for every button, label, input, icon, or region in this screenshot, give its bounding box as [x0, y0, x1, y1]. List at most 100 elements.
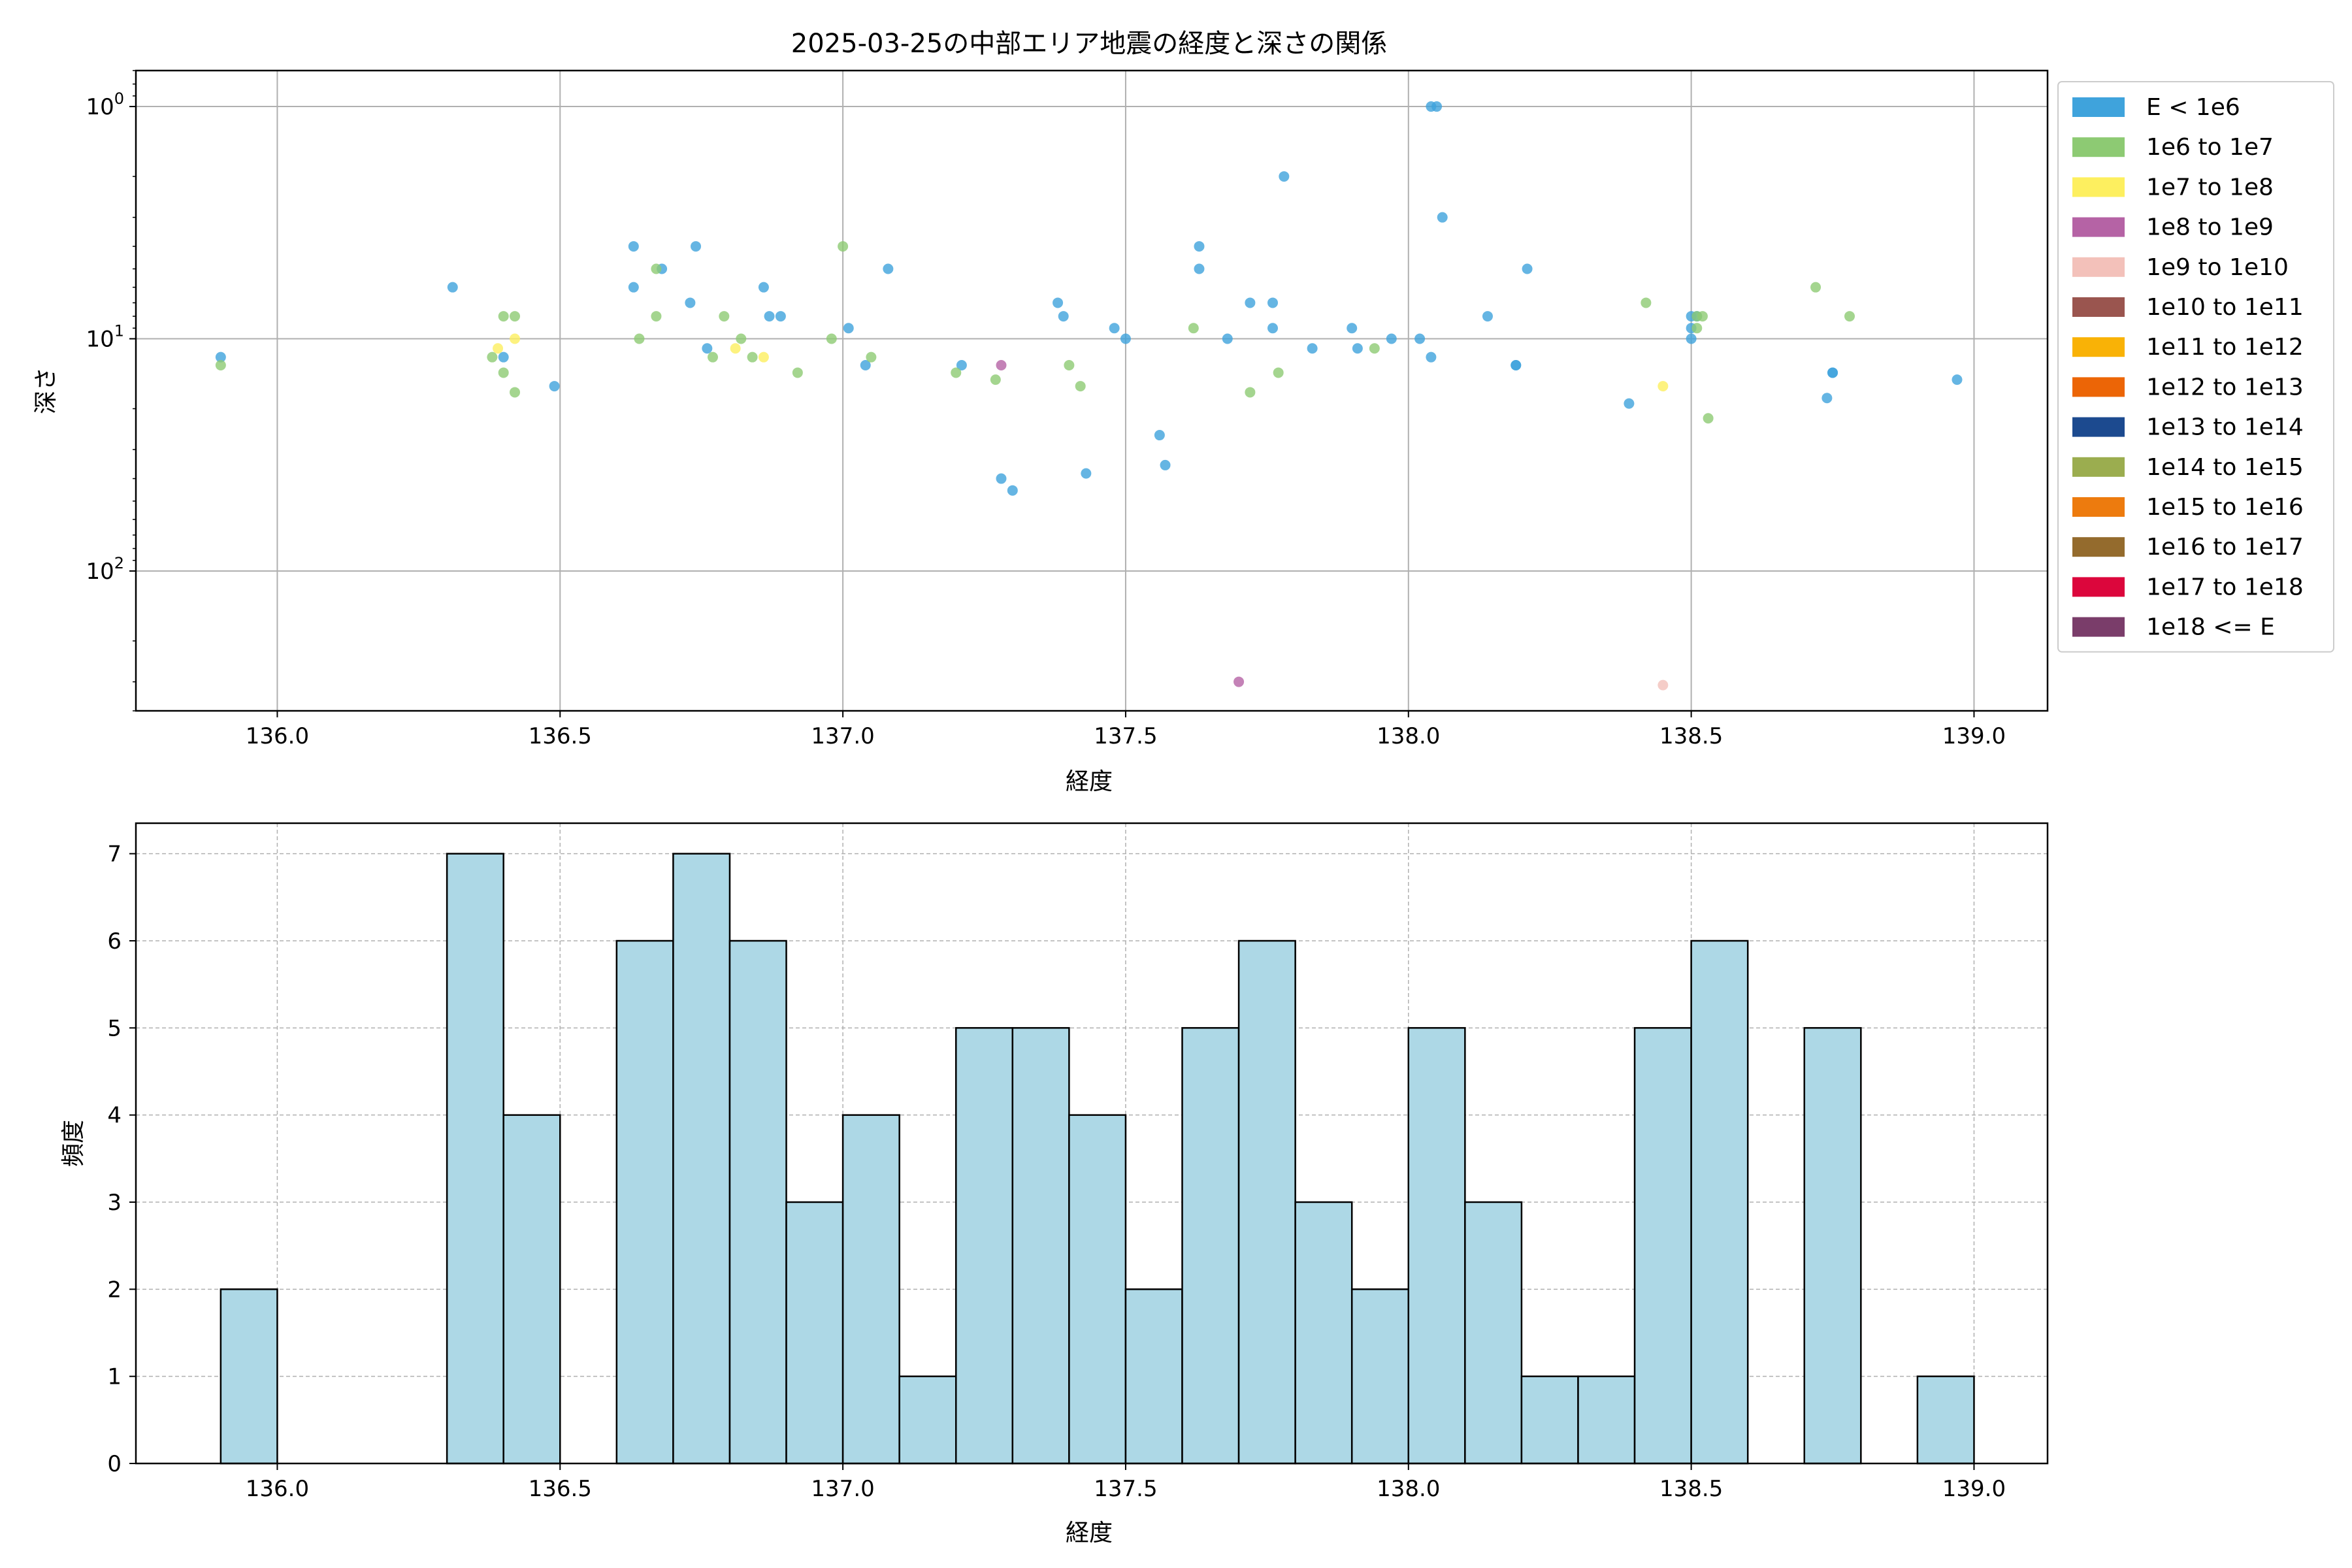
- histogram-x-tick-label: 137.0: [811, 1476, 874, 1502]
- scatter-point: [843, 323, 854, 334]
- histogram-y-tick-label: 3: [107, 1190, 122, 1216]
- scatter-point: [447, 282, 458, 293]
- scatter-point: [1414, 333, 1426, 344]
- scatter-x-tick-label: 137.5: [1094, 723, 1157, 749]
- scatter-x-axis: 136.0 136.5 137.0 137.5 138.0 138.5 139.0: [246, 711, 2006, 749]
- legend-item: 1e8 to 1e9: [2072, 214, 2274, 241]
- scatter-point: [1658, 381, 1669, 392]
- histogram-bar: [1068, 1114, 1127, 1465]
- legend-item: 1e17 to 1e18: [2072, 574, 2304, 600]
- legend-item: 1e6 to 1e7: [2072, 134, 2274, 161]
- scatter-point: [860, 360, 871, 371]
- scatter-point: [702, 343, 713, 354]
- legend-swatch: [2072, 97, 2125, 117]
- histogram-bar: [1520, 1375, 1579, 1465]
- legend-swatch: [2072, 297, 2125, 317]
- scatter-point: [996, 360, 1007, 371]
- scatter-point: [1703, 413, 1714, 424]
- scatter-point: [634, 333, 645, 344]
- scatter-x-tick-label: 136.0: [246, 723, 309, 749]
- scatter-point: [1810, 282, 1821, 293]
- legend-label: 1e7 to 1e8: [2146, 174, 2274, 201]
- scatter-point: [1522, 263, 1533, 274]
- scatter-point: [1058, 311, 1069, 322]
- histogram-bar: [1124, 1288, 1183, 1465]
- histogram-bar: [1237, 939, 1296, 1465]
- scatter-point: [1431, 101, 1443, 112]
- scatter-point: [1511, 360, 1522, 371]
- legend-item: 1e11 to 1e12: [2072, 334, 2304, 361]
- scatter-point: [707, 351, 718, 363]
- scatter-x-tick-label: 139.0: [1942, 723, 2006, 749]
- scatter-point: [510, 311, 521, 322]
- scatter-point: [951, 367, 962, 378]
- scatter-points: [215, 101, 1963, 691]
- histogram-bar: [672, 853, 731, 1465]
- scatter-point: [628, 282, 639, 293]
- histogram-bar: [728, 939, 787, 1465]
- scatter-point: [1691, 323, 1703, 334]
- scatter-point: [1426, 351, 1437, 363]
- legend-label: 1e10 to 1e11: [2146, 294, 2304, 321]
- scatter-point: [1952, 374, 1963, 385]
- scatter-point: [1641, 297, 1652, 308]
- scatter-point: [1245, 297, 1256, 308]
- scatter-point: [758, 282, 769, 293]
- scatter-point: [1273, 367, 1284, 378]
- histogram-x-tick-label: 138.5: [1659, 1476, 1723, 1502]
- legend-label: 1e11 to 1e12: [2146, 334, 2304, 361]
- scatter-x-tick-label: 138.0: [1377, 723, 1440, 749]
- legend-item: 1e12 to 1e13: [2072, 374, 2304, 400]
- legend-item: 1e14 to 1e15: [2072, 454, 2304, 481]
- histogram-bar: [1294, 1201, 1353, 1465]
- legend-label: 1e8 to 1e9: [2146, 214, 2274, 241]
- legend-label: 1e9 to 1e10: [2146, 254, 2289, 281]
- histogram-y-axis: 0 1 2 3 4 5 6 7: [107, 841, 136, 1477]
- scatter-point: [990, 374, 1001, 385]
- scatter-point: [1154, 430, 1165, 441]
- scatter-y-axis: 100 101 102: [86, 90, 136, 585]
- legend-label: 1e6 to 1e7: [2146, 134, 2274, 161]
- legend-swatch: [2072, 457, 2125, 477]
- legend-label: 1e14 to 1e15: [2146, 454, 2304, 481]
- histogram-x-tick-label: 138.0: [1377, 1476, 1440, 1502]
- legend-label: 1e15 to 1e16: [2146, 494, 2304, 521]
- histogram-bar: [898, 1375, 957, 1465]
- scatter-point: [1386, 333, 1397, 344]
- legend-item: 1e18 <= E: [2072, 614, 2275, 641]
- scatter-point: [1188, 323, 1199, 334]
- legend-swatch: [2072, 577, 2125, 597]
- histogram-bar: [1803, 1027, 1862, 1465]
- scatter-x-tick-label: 138.5: [1659, 723, 1723, 749]
- scatter-point: [1827, 367, 1838, 378]
- legend-swatch: [2072, 497, 2125, 517]
- histogram-y-tick-label: 4: [107, 1103, 122, 1129]
- legend-swatch: [2072, 217, 2125, 237]
- legend-label: 1e17 to 1e18: [2146, 574, 2304, 600]
- scatter-point: [775, 311, 786, 322]
- histogram-bar: [446, 853, 504, 1465]
- scatter-point: [628, 241, 639, 252]
- scatter-point: [730, 343, 741, 354]
- histogram-bar: [785, 1201, 844, 1465]
- scatter-point: [719, 311, 730, 322]
- histogram-y-tick-label: 6: [107, 928, 122, 955]
- scatter-point: [549, 381, 560, 392]
- legend-label: 1e13 to 1e14: [2146, 414, 2304, 441]
- scatter-point: [826, 333, 837, 344]
- scatter-point: [215, 360, 226, 371]
- legend-swatch: [2072, 177, 2125, 197]
- histogram-x-axis: 136.0 136.5 137.0 137.5 138.0 138.5 139.0: [246, 1463, 2006, 1502]
- histogram-x-tick-label: 136.0: [246, 1476, 309, 1502]
- scatter-y-tick-label: 102: [86, 554, 124, 585]
- legend-item: 1e7 to 1e8: [2072, 174, 2274, 201]
- histogram-bar: [1633, 1027, 1692, 1465]
- scatter-point: [651, 263, 662, 274]
- legend: E < 1e6 1e6 to 1e7 1e7 to 1e8 1e8 to 1e9 1e9…: [2057, 81, 2334, 653]
- scatter-point: [1624, 398, 1635, 409]
- scatter-point: [1307, 343, 1318, 354]
- scatter-point: [1821, 393, 1833, 404]
- legend-item: 1e13 to 1e14: [2072, 414, 2304, 441]
- histogram-y-axis-label: 頻度: [60, 1120, 87, 1167]
